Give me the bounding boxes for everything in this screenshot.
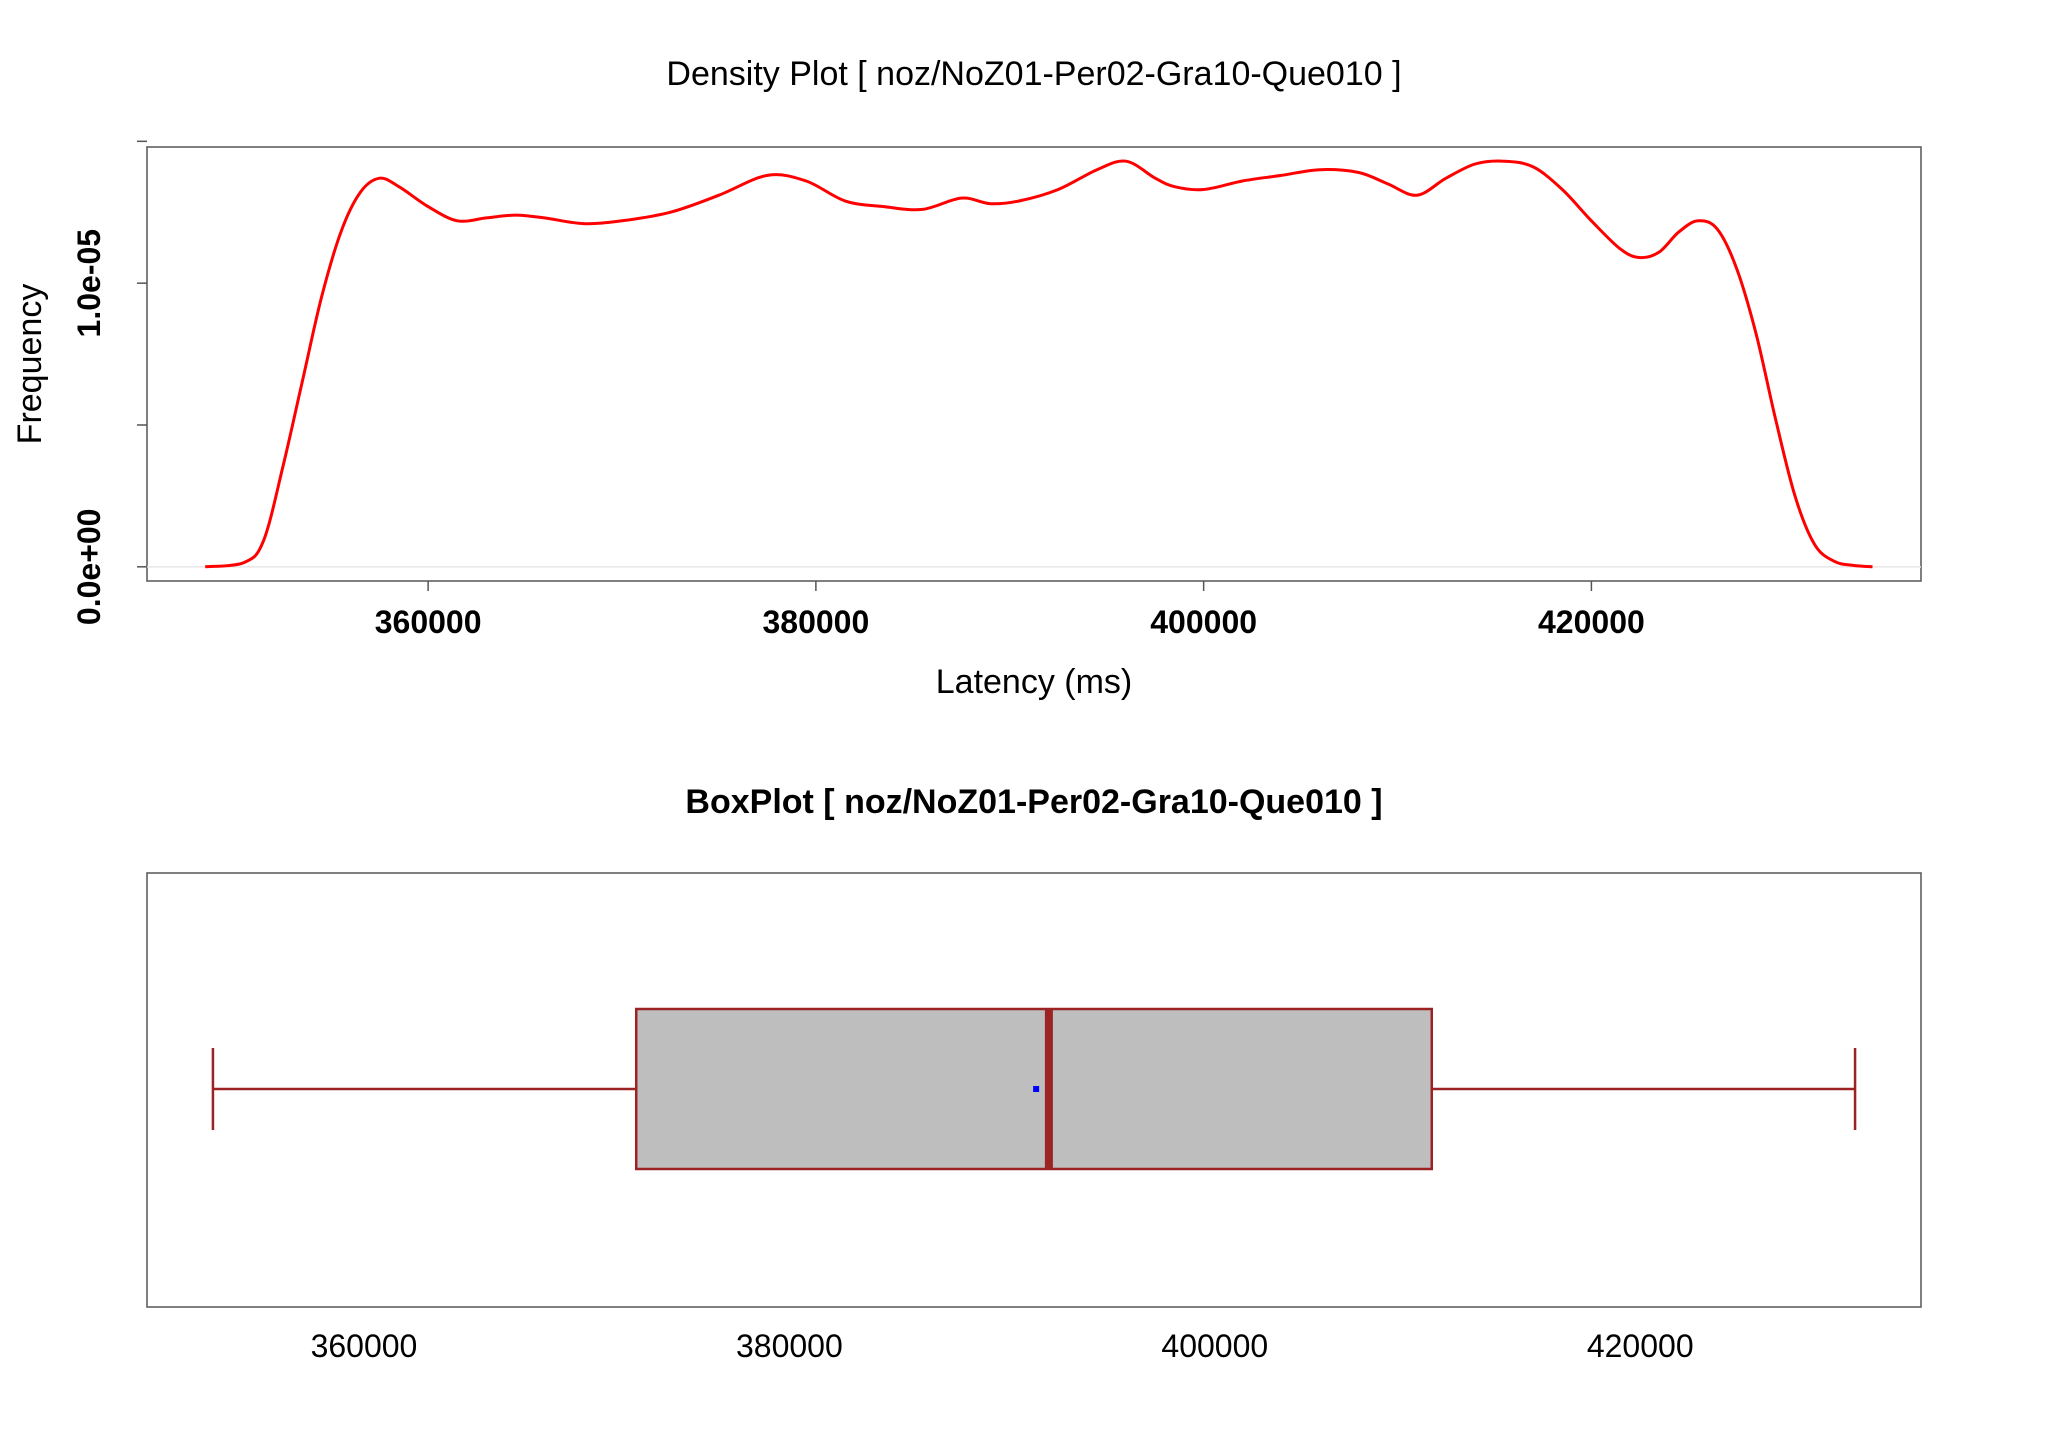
boxplot-layer [211,1007,1857,1171]
boxplot-mean-marker [1033,1086,1040,1092]
density-plot: Density Plot [ noz/NoZ01-Per02-Gra10-Que… [11,55,1922,701]
density-y-tick-label-2: 1.0e-05 [71,229,107,338]
density-x-tick-label-360000: 360000 [375,604,482,640]
density-x-axis: 360000 380000 400000 420000 [375,581,1645,640]
boxplot-x-tick-label-360000: 360000 [311,1328,418,1364]
density-x-tick-label-420000: 420000 [1538,604,1645,640]
boxplot-title: BoxPlot [ noz/NoZ01-Per02-Gra10-Que010 ] [685,783,1382,821]
density-y-tick-label-0: 0.0e+00 [71,509,107,626]
density-plot-frame [146,146,1922,582]
boxplot-x-tick-label-400000: 400000 [1161,1328,1268,1364]
boxplot-x-axis: 360000 380000 400000 420000 [311,1328,1694,1364]
density-x-tick-label-380000: 380000 [762,604,869,640]
density-y-axis-label: Frequency [11,284,49,445]
density-y-axis: 0.0e+00 1.0e-05 [71,140,147,626]
density-curve-series-0 [205,159,1873,569]
boxplot-x-tick-label-380000: 380000 [736,1328,843,1364]
density-x-tick-label-400000: 400000 [1150,604,1257,640]
boxplot-x-tick-label-420000: 420000 [1587,1328,1694,1364]
boxplot-frame [146,872,1922,1308]
density-title: Density Plot [ noz/NoZ01-Per02-Gra10-Que… [666,55,1401,93]
density-x-axis-label: Latency (ms) [936,663,1133,701]
box-plot: BoxPlot [ noz/NoZ01-Per02-Gra10-Que010 ]… [146,783,1922,1364]
density-line-layer [205,159,1873,569]
